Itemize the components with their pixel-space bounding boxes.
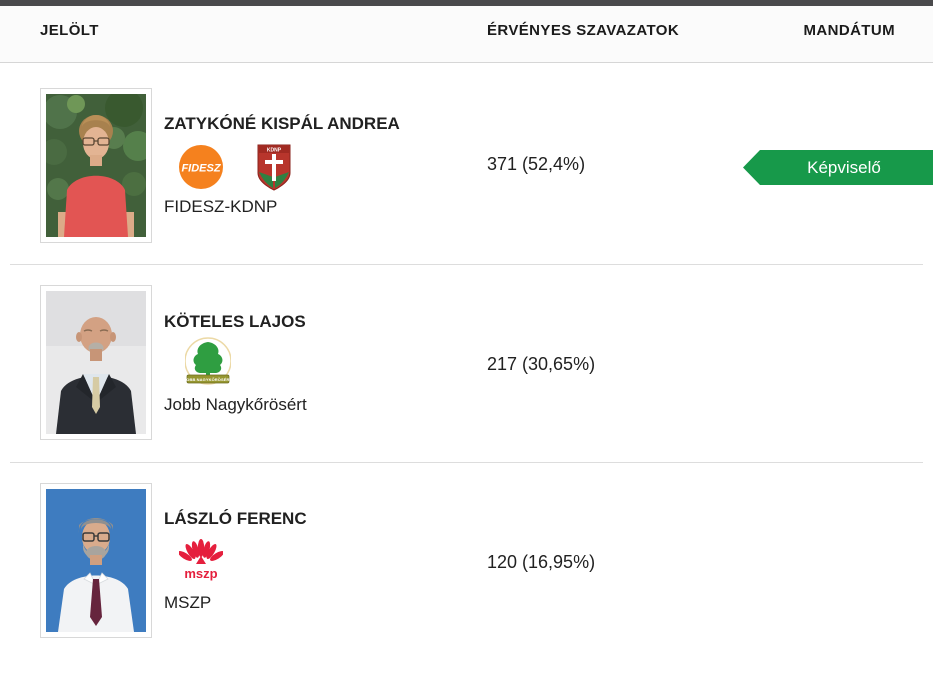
mszp-logo-icon: mszp bbox=[179, 539, 223, 581]
candidate-row: LÁSZLÓ FERENC mszp MSZP 120 (16,95%) bbox=[0, 463, 933, 661]
candidate-photo-image bbox=[46, 291, 146, 434]
candidate-photo-image bbox=[46, 94, 146, 237]
mandate-badge: Képviselő bbox=[743, 150, 933, 185]
table-header: JELÖLT ÉRVÉNYES SZAVAZATOK MANDÁTUM bbox=[0, 6, 933, 63]
column-header-candidate: JELÖLT bbox=[40, 22, 99, 39]
candidate-photo bbox=[40, 88, 152, 243]
candidate-row: ZATYKÓNÉ KISPÁL ANDREA FIDESZ KDNP FIDES… bbox=[0, 64, 933, 265]
svg-text:FIDESZ: FIDESZ bbox=[181, 163, 221, 175]
kdnp-logo-icon: KDNP bbox=[257, 144, 291, 191]
column-header-valid-votes: ÉRVÉNYES SZAVAZATOK bbox=[487, 22, 680, 39]
party-name: MSZP bbox=[164, 593, 212, 612]
candidate-photo bbox=[40, 285, 152, 440]
svg-text:mszp: mszp bbox=[184, 566, 217, 581]
column-header-mandate: MANDÁTUM bbox=[803, 22, 895, 39]
candidate-photo-image bbox=[46, 489, 146, 632]
valid-votes-value: 120 (16,95%) bbox=[487, 551, 596, 572]
party-logos: FIDESZ KDNP bbox=[164, 142, 291, 192]
candidate-name: LÁSZLÓ FERENC bbox=[164, 509, 307, 528]
candidate-name: ZATYKÓNÉ KISPÁL ANDREA bbox=[164, 114, 400, 133]
candidate-name: KÖTELES LAJOS bbox=[164, 312, 306, 331]
party-name: FIDESZ-KDNP bbox=[164, 197, 278, 216]
svg-text:KDNP: KDNP bbox=[267, 147, 282, 153]
party-logos: JOBB NAGYKŐRÖSÉRT bbox=[164, 337, 231, 387]
party-logos: mszp bbox=[164, 533, 223, 583]
jobb-nagykorosert-logo-icon: JOBB NAGYKŐRÖSÉRT bbox=[185, 337, 231, 385]
valid-votes-value: 217 (30,65%) bbox=[487, 353, 596, 374]
valid-votes-value: 371 (52,4%) bbox=[487, 154, 586, 174]
fidesz-logo-icon: FIDESZ bbox=[179, 145, 223, 189]
candidate-row: KÖTELES LAJOS JOBB NAGYKŐRÖSÉRT Jobb Nag… bbox=[0, 265, 933, 463]
top-bar bbox=[0, 0, 933, 6]
svg-text:JOBB NAGYKŐRÖSÉRT: JOBB NAGYKŐRÖSÉRT bbox=[185, 377, 231, 382]
party-name: Jobb Nagykőrösért bbox=[164, 395, 307, 414]
candidate-photo bbox=[40, 483, 152, 638]
